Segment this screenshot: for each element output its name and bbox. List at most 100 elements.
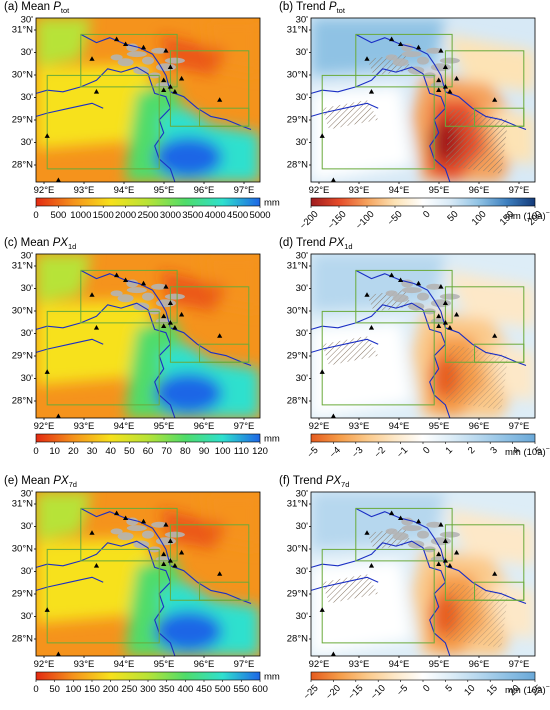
lat-tick-label: 30' xyxy=(296,15,309,26)
subregion-boxes xyxy=(46,269,250,406)
lat-tick-label: 30' xyxy=(21,283,34,294)
lon-tick-label: 95°E xyxy=(154,659,175,670)
colorbar-unit: mm (10a)−1 xyxy=(505,210,550,222)
colorbar-tick-label: 50 xyxy=(124,446,135,457)
lat-tick-label: 30' xyxy=(21,328,34,339)
panel-word: Mean xyxy=(20,237,50,249)
map-svg: 30'31°N30'30°N30'29°N30'28°N92°E 93°E 94°E… xyxy=(287,251,550,461)
lat-tick-label: 30°N xyxy=(287,70,308,81)
lon-tick-label: 93°E xyxy=(74,185,95,196)
colorbar-unit: mm xyxy=(264,198,280,209)
lon-tick-label: 97°E xyxy=(234,659,255,670)
colorbar-tick-label: 4500 xyxy=(227,210,248,221)
map-frame xyxy=(310,17,536,183)
lon-tick-label: 94°E xyxy=(114,659,135,670)
colorbar-tick-label: 1 xyxy=(444,445,456,457)
lat-tick-label: 30' xyxy=(21,15,34,26)
colorbar-tick-label: −10 xyxy=(369,683,388,702)
lon-tick-label: 95°E xyxy=(429,185,450,196)
colorbar-tick-label: 100 xyxy=(470,209,489,228)
colorbar-unit: mm (10a)−1 xyxy=(505,446,550,458)
station-markers xyxy=(44,36,223,182)
lat-tick-label: 30' xyxy=(296,328,309,339)
lat-tick-label: 31°N xyxy=(287,261,308,272)
lon-tick-label: 92°E xyxy=(34,421,55,432)
colorbar-tick-label: 10 xyxy=(49,446,60,457)
panel-word: Trend xyxy=(296,1,326,13)
lat-tick-label: 29°N xyxy=(287,351,308,362)
panel-letter: (a) xyxy=(4,1,19,13)
lat-tick-label: 30' xyxy=(296,137,309,148)
panel-subscript: tot xyxy=(336,6,345,15)
colorbar-tick-label: 4000 xyxy=(205,210,226,221)
lon-tick-label: 92°E xyxy=(309,421,330,432)
lat-tick-label: 29°N xyxy=(12,351,33,362)
lat-tick-label: 30' xyxy=(21,137,34,148)
colorbar-tick-label: 400 xyxy=(177,684,193,695)
lon-tick-label: 96°E xyxy=(469,659,490,670)
lon-tick-label: 92°E xyxy=(309,185,330,196)
lat-tick-label: 30' xyxy=(296,521,309,532)
colorbar-tick-label: −5 xyxy=(305,445,320,460)
lat-tick-label: 30' xyxy=(296,373,309,384)
colorbar-tick-label: 0 xyxy=(421,683,433,695)
lat-tick-label: 29°N xyxy=(12,589,33,600)
lat-tick-label: 29°N xyxy=(287,115,308,126)
colorbar-tick-label: 40 xyxy=(105,446,116,457)
panel-letter: (f) xyxy=(279,475,290,487)
station-markers xyxy=(44,272,223,418)
colorbar-tick-label: 200 xyxy=(103,684,119,695)
colorbar-tick-label: 10 xyxy=(462,683,477,698)
colorbar-tick-label: 250 xyxy=(121,684,137,695)
panel-variable: PX xyxy=(53,475,69,487)
colorbar-tick-label: −1 xyxy=(395,445,410,460)
colorbar-tick-label: −150 xyxy=(326,209,349,232)
colorbar-tick-label: 150 xyxy=(84,684,100,695)
lat-tick-label: 30°N xyxy=(287,544,308,555)
lon-tick-label: 94°E xyxy=(389,421,410,432)
lat-tick-label: 30°N xyxy=(12,306,33,317)
lat-tick-label: 31°N xyxy=(287,499,308,510)
lon-tick-label: 97°E xyxy=(234,185,255,196)
lon-tick-label: 94°E xyxy=(114,421,135,432)
colorbar-tick-label: 550 xyxy=(233,684,249,695)
panel-subscript: 1d xyxy=(344,242,353,251)
colorbar-tick-label: 3000 xyxy=(160,210,181,221)
station-markers xyxy=(319,272,498,418)
lat-tick-label: 30' xyxy=(21,611,34,622)
map-field xyxy=(36,254,260,418)
station-markers xyxy=(319,510,498,656)
lat-tick-label: 30' xyxy=(21,251,34,262)
panel-title: (a) Mean Ptot xyxy=(4,1,69,15)
lon-tick-label: 97°E xyxy=(509,185,530,196)
lon-tick-label: 97°E xyxy=(509,659,530,670)
colorbar-tick-label: 5 xyxy=(533,445,545,457)
colorbar-tick-label: 1500 xyxy=(93,210,114,221)
map-panel: (a) Mean Ptot 30' 31°N 30' 30°N 30' 29°N 30' 28°… xyxy=(0,0,280,236)
panel-title: (f) Trend PX7d xyxy=(279,475,349,489)
colorbar xyxy=(310,433,536,443)
colorbar-tick-label: −25 xyxy=(301,683,320,702)
colorbar-tick-label: 15 xyxy=(485,683,500,698)
colorbar-tick-label: −200 xyxy=(298,209,321,232)
colorbar-tick-label: 60 xyxy=(143,446,154,457)
lat-tick-label: 30' xyxy=(21,521,34,532)
panel-subscript: tot xyxy=(60,6,70,15)
lon-tick-label: 95°E xyxy=(154,421,175,432)
colorbar-tick-label: −100 xyxy=(354,209,377,232)
glacier-areas xyxy=(385,279,460,325)
colorbar-tick-label: 90 xyxy=(199,446,210,457)
panel-letter: (b) xyxy=(279,1,294,13)
colorbar-unit-exponent: −1 xyxy=(546,684,550,691)
panel-variable: P xyxy=(53,1,61,13)
lat-tick-label: 28°N xyxy=(287,160,308,171)
map-frame xyxy=(310,491,536,657)
panel-letter: (d) xyxy=(279,237,294,249)
map-panel: (e) Mean PX7d 30' 31°N 30' 30°N 30' 29°N 30' 28°… xyxy=(0,474,280,710)
lon-tick-label: 94°E xyxy=(114,185,135,196)
colorbar-tick-label: −50 xyxy=(385,209,404,228)
colorbar-tick-label: 5000 xyxy=(249,210,270,221)
lat-tick-label: 30' xyxy=(296,566,309,577)
lat-tick-label: 28°N xyxy=(287,634,308,645)
colorbar xyxy=(35,671,261,681)
